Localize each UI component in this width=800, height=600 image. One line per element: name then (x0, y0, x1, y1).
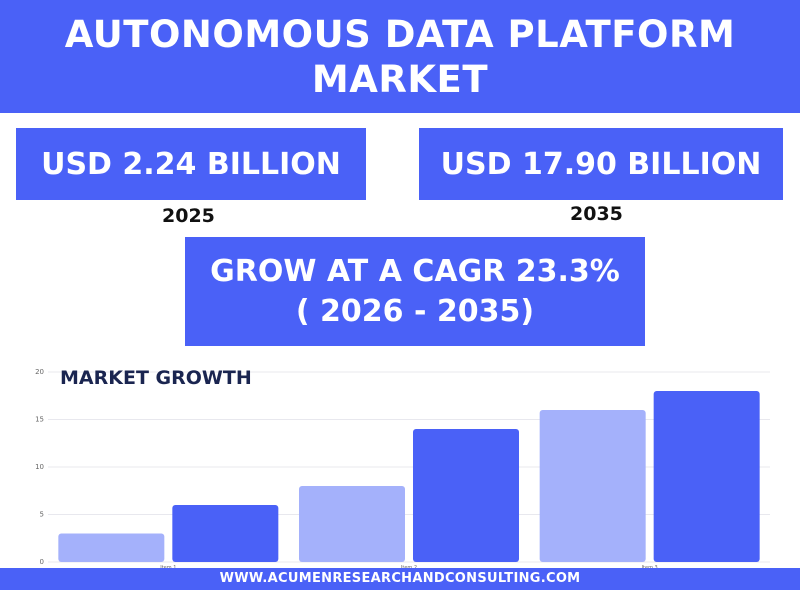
x-category-label: Item 1 (160, 565, 176, 570)
value-2035-year: 2035 (570, 203, 623, 225)
chart-title: MARKET GROWTH (60, 367, 252, 389)
cagr-line1: GROW AT A CAGR 23.3% (210, 253, 620, 289)
header-title-line1: AUTONOMOUS DATA PLATFORM (64, 13, 736, 56)
value-2025-box: USD 2.24 BILLION (16, 128, 366, 200)
value-2035-box: USD 17.90 BILLION (419, 128, 783, 200)
market-growth-chart: 0 5 10 15 20 Item 1 Item 2 Item 3 (35, 368, 770, 570)
y-tick-label: 10 (35, 463, 44, 471)
y-tick-label: 15 (35, 416, 44, 424)
bar-3-series-2 (653, 391, 760, 562)
x-category-label: Item 3 (642, 565, 658, 570)
header-banner: AUTONOMOUS DATA PLATFORM MARKET (0, 0, 800, 113)
y-tick-label: 0 (40, 558, 44, 566)
footer-url[interactable]: WWW.ACUMENRESEARCHANDCONSULTING.COM (219, 571, 581, 586)
bar-2-series-2 (413, 429, 519, 562)
bar-1-series-2 (172, 505, 279, 562)
y-tick-label: 20 (35, 368, 44, 376)
value-2025-year: 2025 (162, 205, 215, 227)
value-2035-amount: USD 17.90 BILLION (440, 146, 762, 182)
bar-3-series-1 (539, 410, 646, 562)
footer-bar: WWW.ACUMENRESEARCHANDCONSULTING.COM (0, 568, 800, 590)
value-2025-amount: USD 2.24 BILLION (41, 146, 341, 182)
y-tick-label: 5 (40, 511, 44, 519)
x-category-label: Item 2 (401, 565, 417, 570)
bar-1-series-1 (58, 533, 165, 562)
header-title-line2: MARKET (311, 58, 489, 101)
bar-2-series-1 (299, 486, 405, 562)
cagr-line2: ( 2026 - 2035) (295, 293, 535, 329)
cagr-box: GROW AT A CAGR 23.3% ( 2026 - 2035) (185, 237, 645, 346)
